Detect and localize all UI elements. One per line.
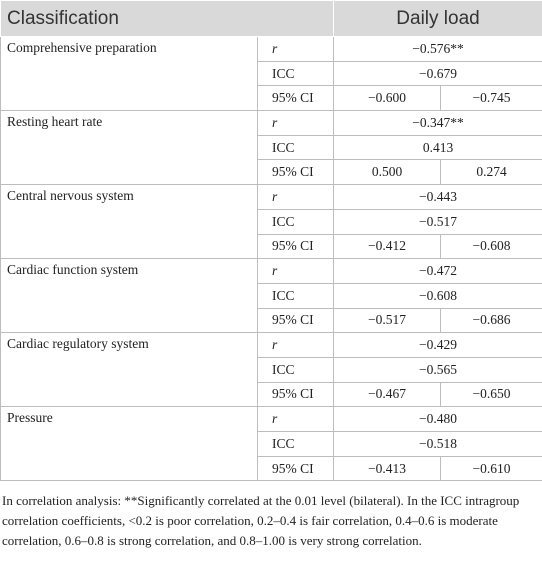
table-row: 95% CI −0.413 −0.610 <box>1 455 542 482</box>
stat-label: r <box>257 184 334 210</box>
table-row: ICC −0.518 <box>1 431 542 457</box>
r-value: −0.347** <box>333 110 542 136</box>
icc-value: −0.518 <box>333 431 542 457</box>
data-table: Classification Daily load Comprehensive … <box>0 0 542 482</box>
table-row: ICC −0.608 <box>1 282 542 309</box>
table-row: Comprehensive preparation r −0.576** <box>0 35 542 112</box>
ci-upper: −0.610 <box>440 455 542 482</box>
r-value: −0.576** <box>333 36 542 62</box>
table-row: Pressure r −0.480 <box>0 406 542 482</box>
stat-label: 95% CI <box>257 233 334 260</box>
table-body: Comprehensive preparation r −0.576** ICC −0.… <box>0 35 542 482</box>
icc-value: −0.679 <box>333 60 542 87</box>
ci-upper: −0.608 <box>440 233 542 260</box>
ci-upper: −0.650 <box>440 381 542 408</box>
ci-lower: −0.412 <box>333 233 441 260</box>
classification-cell: Central nervous system <box>0 184 258 260</box>
classification-cell: Cardiac function system <box>0 258 258 334</box>
icc-value: −0.608 <box>333 282 542 309</box>
classification-cell: Cardiac regulatory system <box>0 332 258 408</box>
table-row: 95% CI −0.412 −0.608 <box>1 233 542 260</box>
table-row: Central nervous system r −0.443 <box>0 184 542 260</box>
stat-label: r <box>257 332 334 358</box>
icc-value: −0.517 <box>333 208 542 235</box>
ci-lower: −0.517 <box>333 307 441 334</box>
table-row: ICC −0.517 <box>1 208 542 235</box>
footnote: In correlation analysis: **Significantly… <box>2 493 520 549</box>
table-row: Resting heart rate r −0.347** <box>0 110 542 186</box>
table-row: Cardiac regulatory system r −0.429 <box>0 332 542 408</box>
stat-label: 95% CI <box>257 381 334 408</box>
ci-lower: −0.413 <box>333 455 441 482</box>
stat-label: 95% CI <box>257 455 334 482</box>
header-cell: Classification <box>0 0 334 37</box>
stat-label: ICC <box>257 60 334 87</box>
ci-lower: −0.467 <box>333 381 441 408</box>
ci-lower: 0.500 <box>333 159 441 186</box>
stat-label: 95% CI <box>257 307 334 334</box>
classification-cell: Resting heart rate <box>0 110 258 186</box>
stat-label: ICC <box>257 356 334 383</box>
classification-cell: Pressure <box>0 406 258 482</box>
ci-lower: −0.600 <box>333 85 441 112</box>
r-value: −0.443 <box>333 184 542 210</box>
ci-upper: 0.274 <box>440 159 542 186</box>
ci-upper: −0.745 <box>440 85 542 112</box>
stat-label: ICC <box>257 282 334 309</box>
table-row: 95% CI −0.517 −0.686 <box>1 307 542 334</box>
table-row: 95% CI −0.600 −0.745 <box>1 85 542 112</box>
table-row: Cardiac function system r −0.472 <box>0 258 542 334</box>
header-row: Classification Daily load <box>0 0 542 37</box>
stat-label: r <box>257 406 334 432</box>
header-cell: Daily load <box>333 0 542 37</box>
stat-label: ICC <box>257 134 334 161</box>
classification-cell: Comprehensive preparation <box>0 35 258 112</box>
table-row: 95% CI −0.467 −0.650 <box>1 381 542 408</box>
r-value: −0.472 <box>333 258 542 284</box>
r-value: −0.429 <box>333 332 542 358</box>
table-row: ICC 0.413 <box>1 134 542 161</box>
stat-label: ICC <box>257 431 334 457</box>
stat-label: r <box>257 36 334 62</box>
stat-label: r <box>257 110 334 136</box>
icc-value: 0.413 <box>333 134 542 161</box>
stat-label: r <box>257 258 334 284</box>
table-row: 95% CI 0.500 0.274 <box>1 159 542 186</box>
stat-label: 95% CI <box>257 85 334 112</box>
stat-label: ICC <box>257 208 334 235</box>
ci-upper: −0.686 <box>440 307 542 334</box>
icc-value: −0.565 <box>333 356 542 383</box>
table-row: ICC −0.679 <box>1 60 542 87</box>
stat-label: 95% CI <box>257 159 334 186</box>
r-value: −0.480 <box>333 406 542 432</box>
